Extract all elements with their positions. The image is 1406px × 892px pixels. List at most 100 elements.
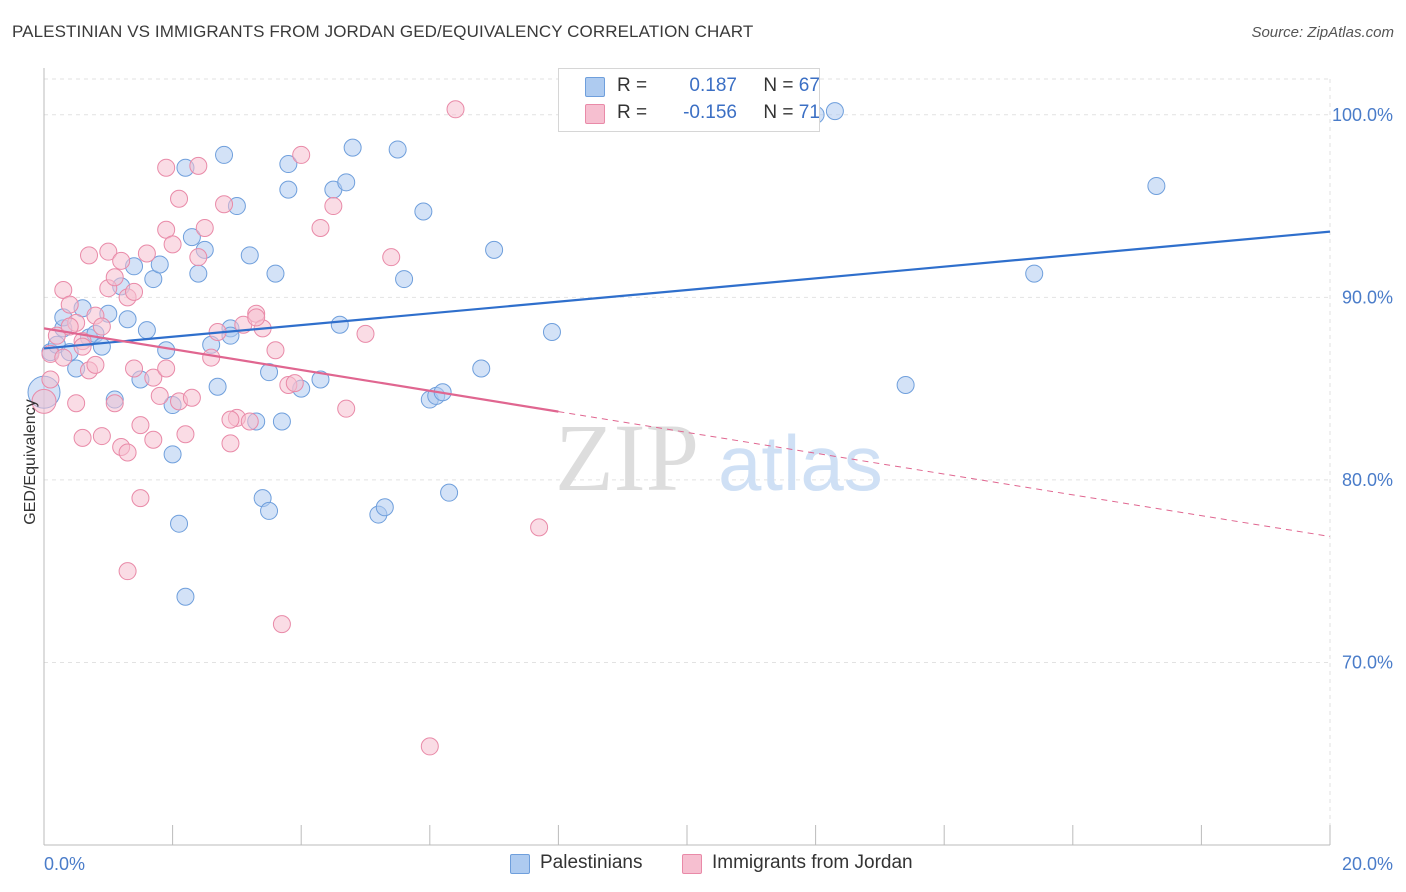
point-jordan xyxy=(189,248,208,267)
point-jordan xyxy=(99,242,118,261)
point-palestinians xyxy=(215,145,234,164)
point-jordan xyxy=(137,244,156,263)
point-palestinians xyxy=(440,483,459,502)
point-jordan xyxy=(382,248,401,267)
point-jordan xyxy=(420,737,439,756)
point-jordan xyxy=(170,189,189,208)
legend-r-label: R = xyxy=(617,75,648,96)
trend-lines xyxy=(43,230,1331,537)
y-tick-label: 70.0% xyxy=(1342,652,1393,672)
point-palestinians xyxy=(375,498,394,517)
point-palestinians xyxy=(150,255,169,274)
series-legend: Palestinians Immigrants from Jordan xyxy=(0,852,1406,878)
legend-n-label: N = xyxy=(763,102,794,123)
point-palestinians xyxy=(388,140,407,159)
point-jordan xyxy=(92,427,111,446)
point-palestinians xyxy=(137,321,156,340)
point-palestinians xyxy=(337,173,356,192)
point-palestinians xyxy=(311,370,330,389)
point-jordan xyxy=(157,359,176,378)
source-label: Source: ZipAtlas.com xyxy=(1251,24,1394,41)
legend-swatch-pink xyxy=(682,854,702,874)
point-jordan xyxy=(80,246,99,265)
legend-swatch-pink xyxy=(585,104,605,124)
y-tick-label: 90.0% xyxy=(1342,287,1393,307)
point-palestinians xyxy=(260,501,279,520)
point-palestinians xyxy=(825,102,844,121)
point-palestinians xyxy=(1025,264,1044,283)
point-palestinians xyxy=(266,264,285,283)
point-jordan xyxy=(356,324,375,343)
trend-line-palestinians xyxy=(43,230,1331,350)
y-tick-label: 100.0% xyxy=(1332,105,1393,125)
point-palestinians xyxy=(272,412,291,431)
point-jordan xyxy=(446,100,465,119)
watermark-atlas: atlas xyxy=(718,419,883,507)
trend-line-jordan-dashed xyxy=(558,411,1331,537)
point-jordan xyxy=(54,348,73,367)
correlation-legend: R = 0.187 N = 67 R = -0.156 N = 71 xyxy=(558,68,820,132)
legend-n-value: 67 xyxy=(798,75,820,96)
point-jordan xyxy=(530,518,549,537)
point-jordan xyxy=(105,394,124,413)
point-jordan xyxy=(144,430,163,449)
x-tick-label: 0.0% xyxy=(44,854,85,874)
point-jordan xyxy=(163,235,182,254)
point-palestinians xyxy=(208,377,227,396)
point-jordan xyxy=(337,399,356,418)
y-axis-label: GED/Equivalency xyxy=(22,399,39,524)
point-jordan xyxy=(118,443,137,462)
point-jordan xyxy=(182,388,201,407)
x-tick-label: 20.0% xyxy=(1342,854,1393,874)
point-palestinians xyxy=(170,514,189,533)
y-tick-label: 80.0% xyxy=(1342,470,1393,490)
legend-r-label: R = xyxy=(617,102,648,123)
chart-title: PALESTINIAN VS IMMIGRANTS FROM JORDAN GE… xyxy=(12,22,754,41)
point-jordan xyxy=(202,348,221,367)
data-points xyxy=(27,100,1166,756)
point-palestinians xyxy=(542,323,561,342)
point-palestinians xyxy=(240,246,259,265)
point-jordan xyxy=(41,370,60,389)
watermark-zip: ZIP xyxy=(555,404,699,511)
point-palestinians xyxy=(176,587,195,606)
point-jordan xyxy=(215,195,234,214)
legend-swatch-blue xyxy=(510,854,530,874)
point-palestinians xyxy=(330,315,349,334)
legend-n-label: N = xyxy=(763,75,794,96)
point-palestinians xyxy=(92,337,111,356)
point-jordan xyxy=(150,386,169,405)
legend-swatch-blue xyxy=(585,77,605,97)
point-palestinians xyxy=(343,138,362,157)
point-jordan xyxy=(285,374,304,393)
point-jordan xyxy=(221,434,240,453)
point-jordan xyxy=(125,359,144,378)
point-palestinians xyxy=(485,240,504,259)
point-jordan xyxy=(311,218,330,237)
point-jordan xyxy=(73,337,92,356)
watermark: ZIP atlas xyxy=(555,404,883,511)
point-jordan xyxy=(324,197,343,216)
point-jordan xyxy=(189,156,208,175)
point-jordan xyxy=(31,388,57,414)
trend-line-jordan xyxy=(43,327,559,413)
legend-n-value: 71 xyxy=(798,102,820,123)
legend-r-value: 0.187 xyxy=(689,75,737,96)
point-jordan xyxy=(73,428,92,447)
legend-label-palestinians: Palestinians xyxy=(540,852,643,873)
point-palestinians xyxy=(1147,176,1166,195)
point-palestinians xyxy=(279,180,298,199)
point-jordan xyxy=(247,308,266,327)
point-palestinians xyxy=(472,359,491,378)
point-jordan xyxy=(60,295,79,314)
point-jordan xyxy=(86,355,105,374)
point-palestinians xyxy=(414,202,433,221)
point-jordan xyxy=(157,158,176,177)
point-jordan xyxy=(240,412,259,431)
point-jordan xyxy=(221,410,240,429)
point-palestinians xyxy=(279,155,298,174)
point-palestinians xyxy=(189,264,208,283)
point-jordan xyxy=(92,317,111,336)
point-palestinians xyxy=(118,310,137,329)
